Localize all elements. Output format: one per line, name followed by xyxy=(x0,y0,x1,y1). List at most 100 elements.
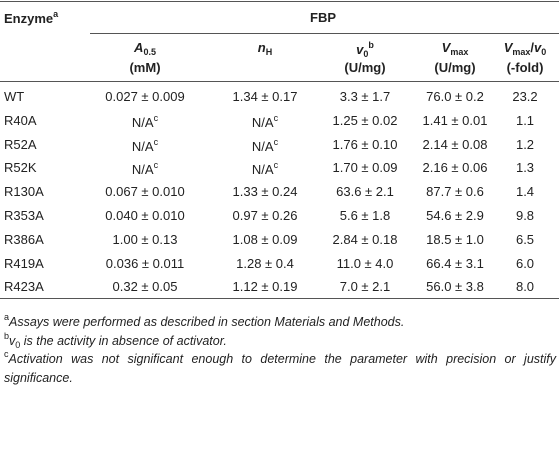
cell: 1.34 ± 0.17 xyxy=(232,89,298,104)
cell: 1.1 xyxy=(515,112,535,128)
cell-text: N/A xyxy=(131,138,154,154)
cell-footnote-mark: c xyxy=(273,160,279,171)
cell: 56.0 ± 3.8 xyxy=(426,279,484,295)
cell: 1.28 ± 0.4 xyxy=(236,255,294,271)
column-unit: (-fold) xyxy=(506,60,544,75)
cell: 1.4 xyxy=(515,184,535,200)
text-part: v xyxy=(356,42,364,57)
header-rule xyxy=(0,81,559,82)
cell-text: N/A xyxy=(131,162,154,178)
cell: 0.036 ± 0.011 xyxy=(105,255,185,271)
cell-text: N/A xyxy=(251,162,274,178)
column-header: nH xyxy=(258,40,272,57)
footnote: bv0 is the activity in absence of activa… xyxy=(4,327,556,355)
text-part: 0 xyxy=(15,339,21,350)
text-part: b xyxy=(368,40,374,50)
column-unit: (U/mg) xyxy=(434,60,476,75)
cell: 0.32 ± 0.05 xyxy=(112,279,178,295)
cell: 18.5 ± 1.0 xyxy=(426,231,484,247)
cell: 76.0 ± 0.2 xyxy=(426,89,484,104)
cell: 3.3 ± 1.7 xyxy=(339,89,391,104)
cell: N/Ac xyxy=(252,137,278,154)
footnote: aAssays were performed as described in s… xyxy=(4,308,556,332)
cell: 9.8 xyxy=(515,208,535,223)
cell: 2.16 ± 0.06 xyxy=(422,160,488,176)
text-part: V xyxy=(441,40,451,55)
row-label: R423A xyxy=(4,279,44,295)
cell: 1.33 ± 0.24 xyxy=(232,184,298,200)
cell: N/Ac xyxy=(132,160,158,177)
cell: 6.0 xyxy=(515,255,535,271)
text-part: H xyxy=(265,47,273,57)
text-part: V xyxy=(503,40,513,55)
stub-header: Enzymea xyxy=(4,9,58,26)
group-header: FBP xyxy=(310,10,336,25)
cell: N/Ac xyxy=(132,137,158,154)
cell: N/Ac xyxy=(132,113,158,130)
text-part: v xyxy=(9,333,16,348)
cell: 1.41 ± 0.01 xyxy=(422,112,488,128)
column-unit: (U/mg) xyxy=(344,60,386,75)
cell: 1.3 xyxy=(515,160,535,176)
column-header: v0b xyxy=(356,40,374,59)
text-part: b xyxy=(4,330,10,341)
cell: 6.5 xyxy=(515,231,535,247)
text-part: A xyxy=(134,40,144,55)
cell: 2.84 ± 0.18 xyxy=(332,231,398,247)
text-part: a xyxy=(4,312,10,322)
cell: 2.14 ± 0.08 xyxy=(422,136,488,152)
cell: 8.0 xyxy=(515,279,535,295)
row-label: R386A xyxy=(4,231,44,247)
cell: 0.027 ± 0.009 xyxy=(105,89,185,104)
row-label: R419A xyxy=(4,255,44,271)
cell: 0.067 ± 0.010 xyxy=(105,184,185,200)
cell: 87.7 ± 0.6 xyxy=(426,184,484,200)
cell: 1.70 ± 0.09 xyxy=(332,160,398,176)
bottom-rule xyxy=(0,298,559,299)
text-part: n xyxy=(257,40,266,55)
text-part: v xyxy=(534,40,542,55)
column-header: Vmax xyxy=(442,40,469,57)
cell: 23.2 xyxy=(512,89,538,104)
text-part: 0 xyxy=(541,47,547,57)
cell: 5.6 ± 1.8 xyxy=(339,208,391,223)
cell: 0.040 ± 0.010 xyxy=(105,208,185,223)
cell: 1.00 ± 0.13 xyxy=(112,231,178,247)
cell-footnote-mark: c xyxy=(153,160,159,171)
cell-text: N/A xyxy=(251,138,274,154)
row-label: WT xyxy=(4,89,25,104)
text-part: is the activity in absence of activator. xyxy=(20,333,227,348)
row-label: R353A xyxy=(4,208,44,223)
text-part: Enzyme xyxy=(4,11,54,26)
cell: 66.4 ± 3.1 xyxy=(426,255,484,271)
cell-footnote-mark: c xyxy=(153,112,159,123)
text-part: a xyxy=(53,9,59,19)
cell-text: N/A xyxy=(131,114,154,130)
text-part: max xyxy=(512,47,531,57)
cell: 1.08 ± 0.09 xyxy=(232,231,298,247)
cell: 54.6 ± 2.9 xyxy=(426,208,484,223)
text-part: c xyxy=(4,349,9,359)
column-header: Vmax/v0 xyxy=(504,40,547,57)
text-part: Assays were performed as described in se… xyxy=(9,315,405,329)
text-part: Activation was not significant enough to… xyxy=(4,352,556,385)
cell: 1.2 xyxy=(515,136,535,152)
cell: 63.6 ± 2.1 xyxy=(336,184,394,200)
row-label: R40A xyxy=(4,112,37,128)
cell: 7.0 ± 2.1 xyxy=(339,279,391,295)
cell: 1.25 ± 0.02 xyxy=(332,112,398,128)
text-part: 0.5 xyxy=(143,47,156,57)
footnote: cActivation was not significant enough t… xyxy=(4,345,556,387)
cell: 1.12 ± 0.19 xyxy=(232,279,298,295)
cell: 1.76 ± 0.10 xyxy=(332,136,398,152)
cell: N/Ac xyxy=(252,160,278,177)
row-label: R130A xyxy=(4,184,44,200)
group-rule xyxy=(90,33,559,34)
cell-footnote-mark: c xyxy=(273,112,279,123)
top-rule xyxy=(0,1,559,2)
text-part: 0 xyxy=(363,49,369,59)
cell: 0.97 ± 0.26 xyxy=(232,208,298,223)
cell: 11.0 ± 4.0 xyxy=(336,255,394,271)
text-part: / xyxy=(530,40,535,55)
